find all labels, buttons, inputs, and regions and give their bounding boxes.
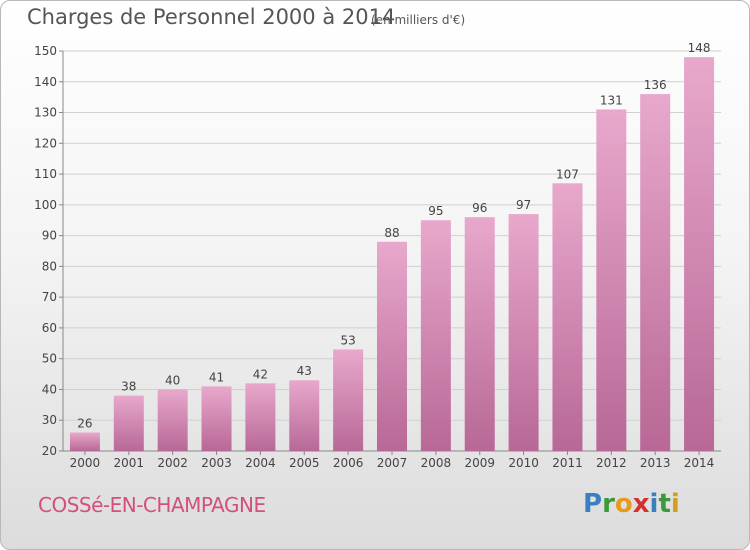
bar <box>420 220 451 451</box>
logo-letter: t <box>658 489 671 519</box>
y-tick-label: 20 <box>42 444 57 458</box>
bar <box>69 432 100 451</box>
bar-value-label: 40 <box>165 373 180 387</box>
x-tick-label: 2002 <box>157 456 188 470</box>
x-tick-label: 2004 <box>245 456 276 470</box>
y-tick-label: 80 <box>42 259 57 273</box>
x-tick-label: 2009 <box>464 456 495 470</box>
bar <box>201 386 232 451</box>
chart-subtitle: (en milliers d'€) <box>371 13 466 27</box>
x-tick-label: 2011 <box>552 456 583 470</box>
x-tick-label: 2000 <box>70 456 101 470</box>
bar <box>333 349 364 451</box>
logo-letter: P <box>583 489 603 519</box>
bar <box>464 217 495 451</box>
bar-value-label: 96 <box>472 201 487 215</box>
y-tick-label: 50 <box>42 352 57 366</box>
y-tick-label: 110 <box>34 167 57 181</box>
x-tick-label: 2005 <box>289 456 320 470</box>
y-tick-label: 70 <box>42 290 57 304</box>
bar <box>113 395 144 451</box>
bar-value-label: 88 <box>384 226 399 240</box>
y-tick-label: 150 <box>34 44 57 58</box>
logo-letter: r <box>602 489 615 519</box>
x-tick-label: 2001 <box>114 456 145 470</box>
logo-letter: i <box>670 489 680 519</box>
x-tick-label: 2007 <box>377 456 408 470</box>
bar-value-label: 41 <box>209 370 224 384</box>
y-tick-label: 130 <box>34 106 57 120</box>
logo-letter: o <box>614 489 633 519</box>
bar <box>245 383 276 451</box>
logo-letter: x <box>632 489 650 519</box>
x-tick-label: 2010 <box>508 456 539 470</box>
proxiti-logo[interactable]: Proxiti <box>583 489 680 519</box>
y-tick-label: 140 <box>34 75 57 89</box>
y-tick-label: 90 <box>42 229 57 243</box>
bar <box>508 214 539 451</box>
x-tick-label: 2006 <box>333 456 364 470</box>
y-tick-label: 30 <box>42 413 57 427</box>
y-tick-label: 120 <box>34 136 57 150</box>
commune-name: COSSé-EN-CHAMPAGNE <box>38 493 266 517</box>
bar <box>157 389 188 451</box>
bar-value-label: 107 <box>556 167 579 181</box>
bar-value-label: 97 <box>516 198 531 212</box>
bar-value-label: 43 <box>297 364 312 378</box>
y-tick-label: 40 <box>42 382 57 396</box>
bar-value-label: 148 <box>688 41 711 55</box>
y-tick-label: 100 <box>34 198 57 212</box>
bar-value-label: 136 <box>644 78 667 92</box>
chart-title: Charges de Personnel 2000 à 2014 <box>27 5 396 29</box>
bar-value-label: 95 <box>428 204 443 218</box>
x-tick-label: 2013 <box>640 456 671 470</box>
bar-value-label: 38 <box>121 380 136 394</box>
bar <box>596 109 627 451</box>
x-tick-label: 2014 <box>684 456 715 470</box>
bar-value-label: 42 <box>253 367 268 381</box>
x-tick-label: 2012 <box>596 456 627 470</box>
bar <box>377 241 407 451</box>
bar <box>289 380 320 451</box>
bar-value-label: 53 <box>340 333 355 347</box>
bar <box>684 57 715 452</box>
bar-value-label: 131 <box>600 93 623 107</box>
x-tick-label: 2003 <box>201 456 232 470</box>
bar <box>552 183 583 452</box>
x-tick-label: 2008 <box>421 456 452 470</box>
logo-letter: i <box>649 489 659 519</box>
bar-value-label: 26 <box>77 417 92 431</box>
bar <box>640 94 671 452</box>
y-tick-label: 60 <box>42 321 57 335</box>
